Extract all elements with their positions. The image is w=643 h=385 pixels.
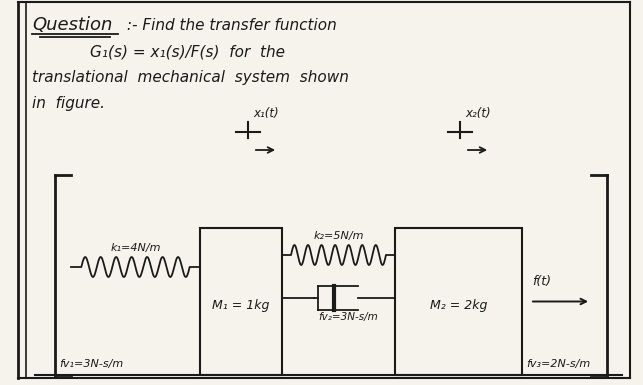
Text: G₁(s) = x₁(s)/F(s)  for  the: G₁(s) = x₁(s)/F(s) for the: [90, 44, 285, 59]
Text: f(t): f(t): [532, 275, 551, 288]
Text: :- Find the transfer function: :- Find the transfer function: [122, 18, 337, 33]
Text: k₁=4N/m: k₁=4N/m: [110, 243, 161, 253]
Text: k₂=5N/m: k₂=5N/m: [313, 231, 364, 241]
Text: fv₂=3N-s/m: fv₂=3N-s/m: [318, 312, 378, 322]
Text: x₂(t): x₂(t): [465, 107, 491, 120]
Text: in  figure.: in figure.: [32, 96, 105, 111]
Bar: [395, 228, 522, 375]
Text: x₁(t): x₁(t): [253, 107, 278, 120]
Text: M₁ = 1kg: M₁ = 1kg: [212, 299, 269, 312]
Text: fv₃=2N-s/m: fv₃=2N-s/m: [526, 359, 590, 369]
Text: M₂ = 2kg: M₂ = 2kg: [430, 299, 487, 312]
Bar: [200, 228, 282, 375]
Text: translational  mechanical  system  shown: translational mechanical system shown: [32, 70, 349, 85]
Text: Question: Question: [32, 16, 113, 34]
Text: fv₁=3N-s/m: fv₁=3N-s/m: [59, 359, 123, 369]
